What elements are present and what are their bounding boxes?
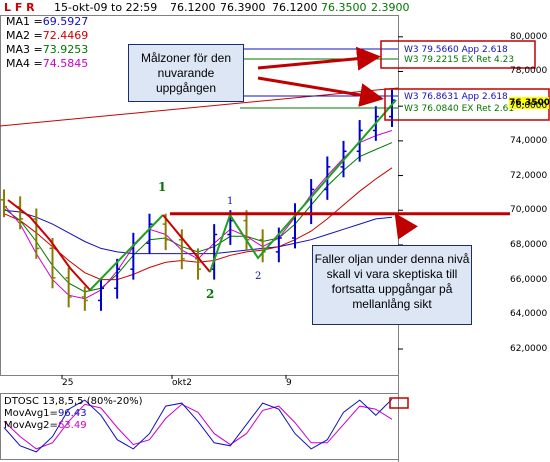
- y-tick-label: 68,0000: [510, 239, 548, 250]
- osc-mov1: MovAvg1=96.43: [4, 408, 87, 419]
- y-tick-label: 70,0000: [510, 205, 548, 216]
- x-tick-label: okt2: [172, 378, 192, 388]
- osc-mov1-line: [3, 398, 393, 453]
- lfr-buttons[interactable]: L F R: [4, 1, 35, 14]
- close-price: 76.3500: [321, 1, 367, 14]
- arrow-to-lower-target: [257, 76, 384, 107]
- open-price: 76.1200: [170, 1, 216, 14]
- y-tick-label: 72,0000: [510, 170, 548, 181]
- price-header: L F R 15-okt-09 to 22:59 76.1200 76.3900…: [0, 0, 550, 15]
- wave-2-line: [162, 214, 211, 273]
- osc-highlight-box: [389, 397, 409, 409]
- y-tick-label: 62,0000: [510, 343, 548, 354]
- w3-lower-ex: W3 76.0840 EX Ret 2.61: [404, 104, 515, 114]
- arrow-to-upper-target: [257, 46, 381, 71]
- price-bar: [49, 237, 56, 289]
- y-tick-label: 76,0000: [510, 101, 548, 112]
- wave-label-2-blue: 2: [255, 271, 262, 282]
- x-tick-label: 9: [286, 378, 292, 388]
- wave-label-1-green: 1: [158, 180, 167, 194]
- legend-ma1: MA1 =69.5927: [6, 15, 89, 28]
- wave-down-line: [7, 199, 91, 291]
- w3-upper-highlight-box: [380, 40, 536, 69]
- long-term-ma-line: [0, 87, 399, 127]
- y-tick-label: 80,0000: [510, 31, 548, 42]
- w3-lower-app: W3 76.8631 App 2.618: [404, 92, 508, 102]
- wave-3-line: [209, 99, 397, 273]
- wave-1-line: [89, 214, 164, 291]
- date-range: 15-okt-09 to 22:59: [54, 1, 158, 14]
- price-bar: [178, 229, 185, 270]
- current-price-marker: 76.3500: [509, 97, 550, 109]
- y-tick-label: 66,0000: [510, 274, 548, 285]
- low-price: 76.1200: [272, 1, 318, 14]
- high-price: 76.3900: [220, 1, 266, 14]
- price-bar: [81, 286, 88, 311]
- y-tick-label: 74,0000: [510, 135, 548, 146]
- legend-ma3: MA3 =73.9253: [6, 43, 89, 56]
- arrow-to-support: [394, 213, 418, 240]
- price-bar: [114, 258, 121, 299]
- w3-upper-app: W3 79.5660 App 2.618: [404, 45, 508, 55]
- osc-title: DTOSC 13,8,5,5 (80%-20%): [4, 396, 143, 407]
- osc-mov2-line: [3, 403, 393, 450]
- price-bar: [146, 213, 153, 254]
- y-tick-label: 78,0000: [510, 66, 548, 77]
- y-tick-label: 64,0000: [510, 309, 548, 320]
- price-bar: [1, 189, 7, 218]
- price-bar: [98, 277, 104, 311]
- w3-lower-highlight-box: [384, 88, 550, 121]
- price-bar: [33, 208, 40, 259]
- legend-ma2: MA2 =72.4469: [6, 29, 89, 42]
- osc-mov2: MovAvg2=63.49: [4, 420, 87, 431]
- wave-label-2-green: 2: [206, 287, 215, 301]
- change-value: 2.3900: [371, 1, 410, 14]
- support-callout: Faller oljan under denna nivå skall vi v…: [312, 245, 472, 325]
- osc-plot-frame: [0, 393, 399, 460]
- wave-label-1-blue: 1: [227, 196, 234, 207]
- price-bar: [65, 267, 72, 308]
- target-zone-callout: Målzoner för den nuvarande uppgången: [128, 44, 244, 102]
- legend-ma4: MA4 =74.5845: [6, 57, 89, 70]
- x-tick-label: 25: [62, 378, 74, 388]
- price-bar: [195, 248, 201, 280]
- w3-upper-ex: W3 79.2215 EX Ret 4.23: [404, 55, 515, 65]
